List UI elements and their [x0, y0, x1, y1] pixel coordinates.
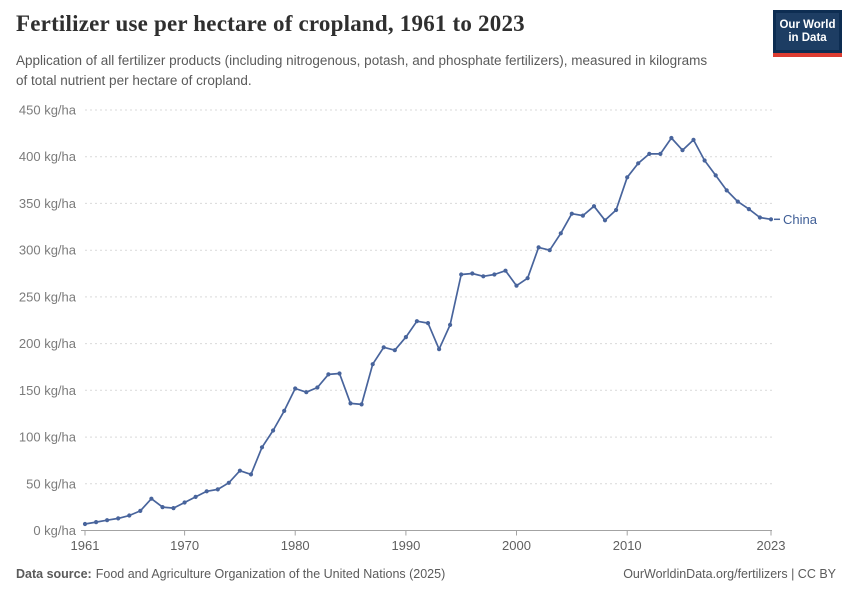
data-point-1981[interactable] — [304, 390, 309, 395]
data-point-1995[interactable] — [459, 272, 464, 277]
y-axis-tick-label: 0 kg/ha — [33, 523, 76, 538]
data-point-1977[interactable] — [259, 445, 265, 450]
y-axis-tick-label: 250 kg/ha — [19, 289, 77, 304]
data-point-1962[interactable] — [94, 520, 99, 525]
data-point-1989[interactable] — [392, 348, 397, 353]
data-point-2001[interactable] — [525, 276, 530, 281]
data-point-1988[interactable] — [381, 345, 386, 350]
data-point-1998[interactable] — [492, 272, 497, 277]
y-axis-tick-label: 300 kg/ha — [19, 243, 77, 258]
data-point-2014[interactable] — [669, 135, 674, 141]
data-point-2020[interactable] — [735, 199, 740, 204]
data-point-2011[interactable] — [636, 161, 641, 166]
data-point-1993[interactable] — [437, 347, 442, 352]
data-point-2007[interactable] — [591, 204, 597, 209]
y-axis-tick-label: 400 kg/ha — [19, 149, 77, 164]
x-axis-tick-label: 1990 — [391, 538, 420, 553]
data-point-1982[interactable] — [315, 385, 320, 390]
y-axis-tick-label: 450 kg/ha — [19, 103, 77, 118]
data-point-1974[interactable] — [226, 480, 231, 485]
data-point-1999[interactable] — [503, 268, 508, 273]
data-point-1992[interactable] — [425, 321, 431, 326]
x-axis-tick-label: 2000 — [502, 538, 531, 553]
data-point-2019[interactable] — [724, 188, 729, 193]
chart-subtitle: Application of all fertilizer products (… — [16, 53, 708, 89]
data-point-2015[interactable] — [680, 148, 685, 153]
data-point-1994[interactable] — [448, 322, 453, 327]
data-point-2004[interactable] — [558, 231, 563, 236]
data-point-1996[interactable] — [470, 271, 475, 276]
data-point-2000[interactable] — [514, 283, 519, 288]
x-axis-tick-label: 2010 — [613, 538, 642, 553]
data-point-1987[interactable] — [370, 362, 375, 367]
data-point-2006[interactable] — [580, 213, 586, 218]
data-point-1979[interactable] — [282, 408, 287, 413]
owid-logo-line2: in Data — [788, 31, 827, 44]
page-title: Fertilizer use per hectare of cropland, … — [16, 11, 525, 36]
owid-url-link[interactable]: OurWorldinData.org/fertilizers — [623, 567, 788, 581]
data-source-label: Data source: — [16, 567, 92, 581]
data-point-1978[interactable] — [271, 428, 276, 433]
x-axis-tick-label: 1970 — [170, 538, 199, 553]
data-point-1983[interactable] — [326, 372, 331, 377]
data-point-1972[interactable] — [204, 489, 209, 494]
data-source-text: Food and Agriculture Organization of the… — [95, 567, 446, 581]
data-point-1968[interactable] — [160, 505, 165, 510]
data-point-2009[interactable] — [614, 207, 619, 213]
owid-logo-text: Our World in Data — [776, 13, 839, 50]
data-point-1963[interactable] — [105, 518, 110, 523]
y-axis-tick-label: 150 kg/ha — [19, 383, 77, 398]
license-link[interactable]: CC BY — [797, 567, 836, 581]
data-point-1966[interactable] — [138, 508, 143, 513]
data-point-1964[interactable] — [116, 516, 121, 521]
data-point-2018[interactable] — [713, 173, 718, 178]
data-point-1967[interactable] — [149, 496, 154, 501]
data-point-1973[interactable] — [215, 487, 220, 492]
y-axis-tick-label: 100 kg/ha — [19, 430, 77, 445]
owid-logo: Our World in Data — [773, 10, 842, 57]
data-point-2023[interactable] — [768, 217, 774, 222]
chart-footer: Data source: Food and Agriculture Organiz… — [16, 567, 836, 581]
data-point-2005[interactable] — [569, 211, 574, 216]
series-label-china[interactable]: China — [783, 212, 818, 227]
data-point-1985[interactable] — [348, 401, 353, 406]
data-point-2002[interactable] — [536, 245, 541, 250]
data-point-1991[interactable] — [414, 319, 419, 324]
owid-logo-line1: Our World — [779, 18, 836, 31]
data-point-1961[interactable] — [82, 521, 88, 527]
y-axis-tick-label: 50 kg/ha — [26, 476, 77, 491]
owid-logo-red-bar — [773, 53, 842, 57]
series-line-china — [84, 137, 772, 525]
data-point-2010[interactable] — [625, 175, 630, 180]
data-point-2012[interactable] — [647, 151, 652, 156]
data-point-2013[interactable] — [658, 151, 663, 156]
data-source: Data source: Food and Agriculture Organiz… — [16, 567, 445, 581]
data-point-2022[interactable] — [757, 215, 763, 220]
data-point-1980[interactable] — [293, 386, 298, 391]
data-point-1990[interactable] — [403, 335, 408, 340]
x-axis-tick-label: 1961 — [71, 538, 100, 553]
data-point-1971[interactable] — [193, 494, 198, 499]
data-point-1997[interactable] — [481, 274, 486, 279]
y-axis-tick-label: 200 kg/ha — [19, 336, 77, 351]
data-point-1986[interactable] — [359, 402, 364, 407]
data-point-2021[interactable] — [746, 207, 752, 212]
footer-links: OurWorldinData.org/fertilizers | CC BY — [623, 567, 836, 581]
x-axis-tick-label: 1980 — [281, 538, 310, 553]
data-point-2008[interactable] — [602, 218, 608, 223]
data-point-2017[interactable] — [702, 158, 707, 163]
footer-separator: | — [787, 567, 798, 581]
data-point-1965[interactable] — [127, 513, 132, 518]
x-axis-tick-label: 2023 — [757, 538, 786, 553]
data-point-2003[interactable] — [547, 248, 552, 253]
data-point-1984[interactable] — [337, 371, 342, 376]
data-point-1975[interactable] — [237, 468, 242, 473]
data-point-1970[interactable] — [182, 500, 187, 505]
data-point-1976[interactable] — [248, 472, 254, 477]
data-point-1969[interactable] — [171, 506, 176, 511]
y-axis-tick-label: 350 kg/ha — [19, 196, 77, 211]
data-point-2016[interactable] — [691, 137, 696, 142]
